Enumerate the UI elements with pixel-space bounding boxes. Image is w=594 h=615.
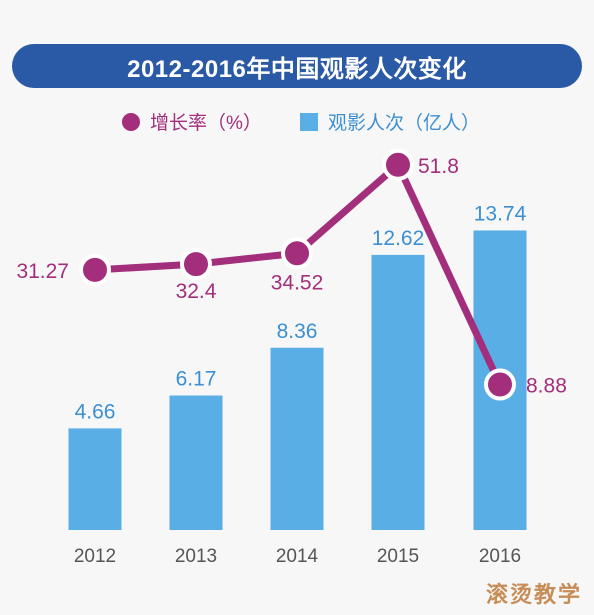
bar-value-label: 8.36 <box>277 320 318 343</box>
bar-2015 <box>371 254 425 530</box>
watermark-text: 滚烫教学 <box>485 582 582 607</box>
growth-rate-label: 34.52 <box>271 271 324 294</box>
legend-item-volume: 观影人次（亿人） <box>300 108 480 135</box>
legend-item-rate: 增长率（%） <box>122 108 262 135</box>
bar-2012 <box>68 428 122 530</box>
growth-rate-label: 31.27 <box>16 260 69 283</box>
legend-dot-icon <box>122 112 140 131</box>
x-tick-label: 2016 <box>479 546 521 567</box>
bar-value-label: 12.62 <box>372 227 425 250</box>
bar-value-label: 6.17 <box>176 367 217 390</box>
bar-2014 <box>270 347 324 530</box>
bar-value-label: 4.66 <box>75 400 116 423</box>
growth-rate-point <box>180 248 212 281</box>
growth-rate-point <box>281 237 313 270</box>
legend-square-icon <box>300 112 318 131</box>
legend-label-volume: 观影人次（亿人） <box>328 113 481 134</box>
x-tick-label: 2013 <box>175 546 217 567</box>
x-tick-label: 2012 <box>74 546 116 567</box>
bar-value-label: 13.74 <box>474 202 527 225</box>
growth-rate-point <box>382 148 414 181</box>
legend: 增长率（%） 观影人次（亿人） <box>0 108 594 135</box>
chart-title: 2012-2016年中国观影人次变化 <box>12 44 582 88</box>
x-tick-label: 2015 <box>377 546 419 567</box>
growth-rate-label: 8.88 <box>526 375 567 398</box>
legend-label-rate: 增长率（%） <box>150 113 262 134</box>
x-tick-label: 2014 <box>276 546 319 567</box>
growth-rate-point <box>484 368 516 401</box>
growth-rate-point <box>79 253 111 286</box>
bar-2013 <box>169 395 223 530</box>
growth-rate-label: 51.8 <box>418 155 459 178</box>
growth-rate-label: 32.4 <box>176 280 217 303</box>
